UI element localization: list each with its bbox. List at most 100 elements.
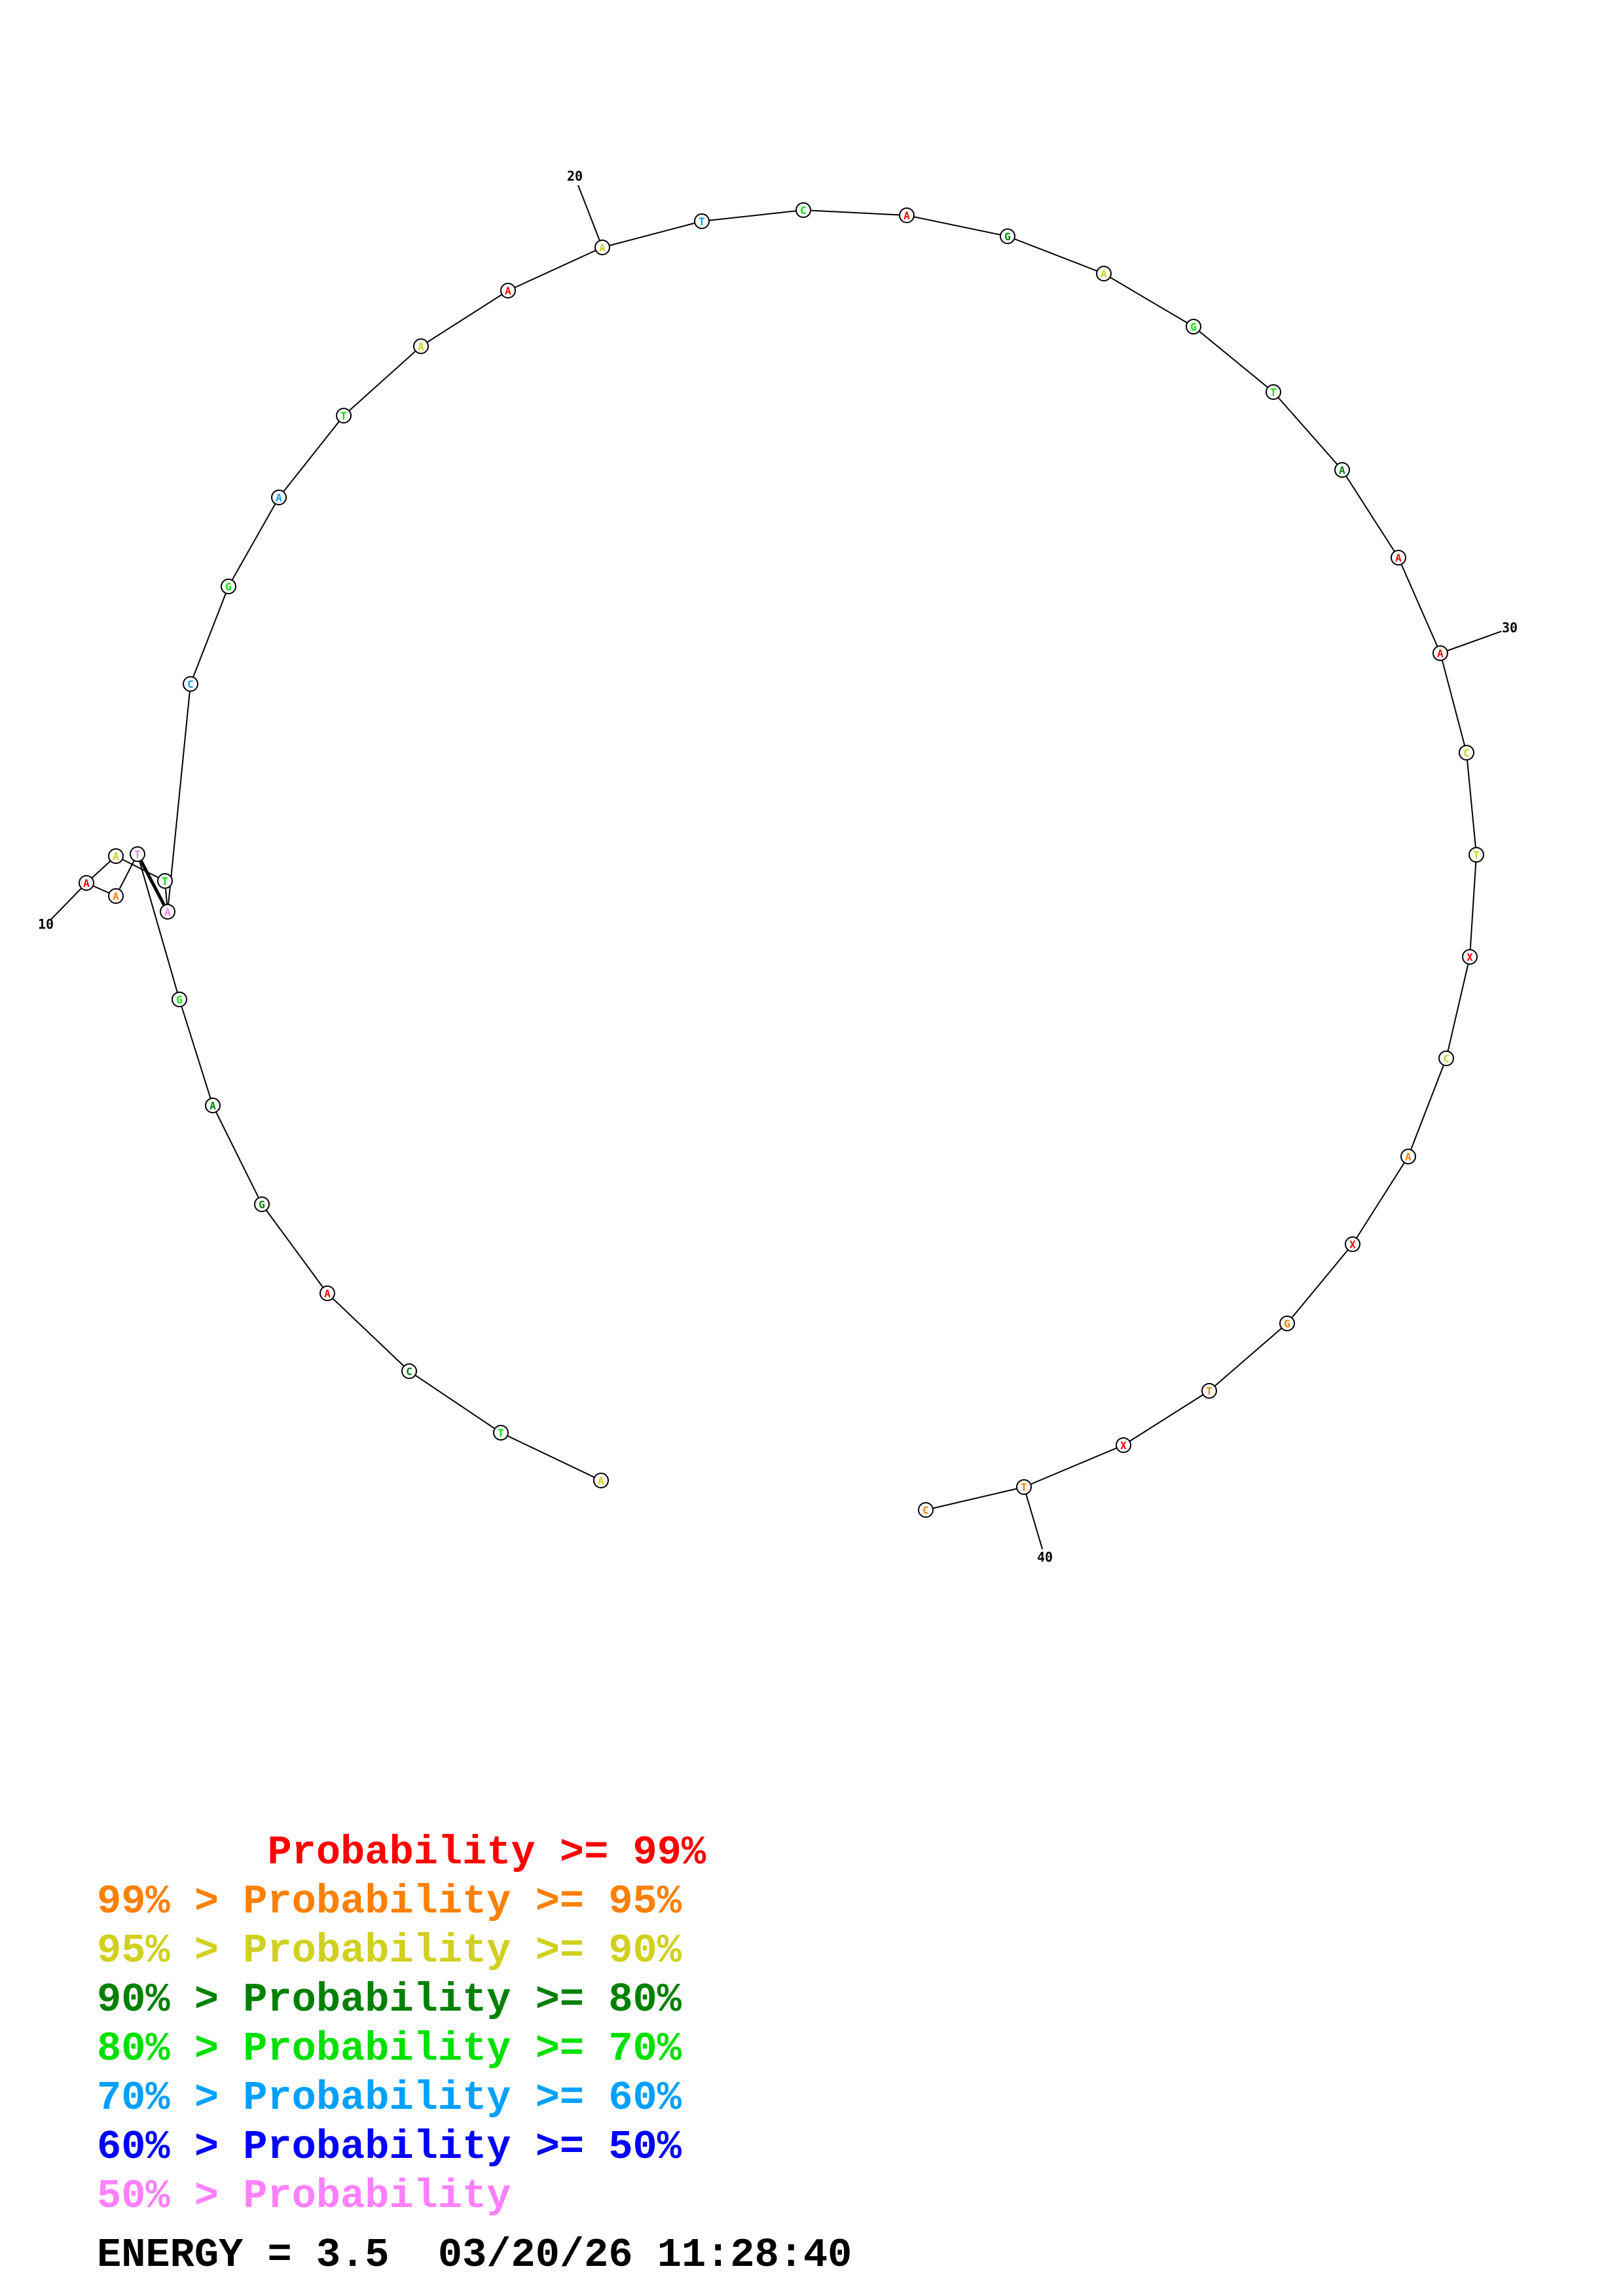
- nucleotide-circle-3: [401, 1363, 417, 1379]
- nucleotide-base-26: G: [1190, 321, 1197, 333]
- nucleotide-circle-19: [500, 283, 516, 298]
- nucleotide-13: A: [160, 904, 175, 920]
- nucleotide-26: G: [1186, 319, 1201, 334]
- nucleotide-12: T: [157, 873, 173, 889]
- backbone-link-29-30: [1398, 557, 1441, 654]
- legend-line-5: 80% > Probability >= 70%: [97, 2026, 682, 2072]
- nucleotide-6: A: [205, 1098, 221, 1113]
- backbone-link-27-28: [1273, 391, 1343, 471]
- nucleotide-base-24: G: [1004, 230, 1011, 243]
- backbone-link-17-18: [343, 346, 422, 416]
- nucleotide-circle-7: [172, 992, 187, 1007]
- backbone-link-13-14: [167, 683, 191, 912]
- nucleotide-35: A: [1400, 1149, 1416, 1164]
- base-pair-8-13: [136, 853, 170, 913]
- nucleotide-29: A: [1391, 550, 1406, 565]
- nucleotide-circle-17: [336, 408, 352, 423]
- backbone-link-39-40: [1023, 1444, 1124, 1488]
- backbone-link-5-6: [212, 1105, 263, 1205]
- nucleotide-circle-13: [160, 904, 175, 920]
- nucleotide-base-25: A: [1101, 268, 1107, 280]
- nucleotide-circle-23: [899, 207, 915, 223]
- nucleotide-circle-34: [1438, 1050, 1454, 1066]
- base-pairs: [136, 853, 170, 913]
- backbone-link-7-8: [137, 853, 180, 1000]
- nucleotide-base-5: G: [259, 1198, 265, 1211]
- nucleotide-base-37: G: [1284, 1318, 1290, 1330]
- tick-line-40: [1023, 1486, 1044, 1550]
- legend-line-1: Probability >= 99%: [97, 1829, 706, 1876]
- tick-label-40: 40: [1037, 1549, 1053, 1565]
- backbone-link-21-22: [701, 209, 804, 222]
- nucleotide-base-1: A: [598, 1475, 604, 1487]
- nucleotide-base-12: T: [162, 875, 168, 888]
- rna-structure-diagram: 10 20 30 40 A T C A G A G T A A A T A C G A T A A A T C A G A G T A A A C…: [38, 168, 1518, 1565]
- backbone-link-22-23: [803, 209, 907, 216]
- backbone-link-37-38: [1209, 1323, 1288, 1391]
- nucleotide-circle-12: [157, 873, 173, 889]
- nucleotide-23: A: [899, 207, 915, 223]
- backbone-link-30-31: [1440, 653, 1467, 753]
- nucleotide-base-29: A: [1395, 552, 1402, 564]
- backbone-link-40-41: [925, 1486, 1025, 1511]
- nucleotide-circle-8: [130, 846, 145, 862]
- legend-line-4: 90% > Probability >= 80%: [97, 1977, 682, 2023]
- nucleotide-base-19: A: [505, 285, 511, 297]
- nucleotide-9: A: [108, 888, 124, 904]
- backbone-link-28-29: [1341, 469, 1399, 558]
- backbone-link-8-9: [115, 853, 138, 897]
- nucleotide-37: G: [1279, 1316, 1295, 1331]
- nucleotide-circle-21: [694, 213, 710, 229]
- nucleotide-circle-15: [221, 579, 236, 594]
- nucleotide-circle-37: [1279, 1316, 1295, 1331]
- legend-line-8: 50% > Probability: [97, 2173, 511, 2219]
- nucleotide-10: A: [79, 875, 94, 891]
- nucleotide-circle-9: [108, 888, 124, 904]
- nucleotide-base-32: T: [1473, 849, 1480, 861]
- nucleotide-15: G: [221, 579, 236, 594]
- nucleotide-base-28: A: [1339, 464, 1345, 476]
- backbone-link-33-34: [1446, 956, 1470, 1059]
- nucleotide-circle-20: [594, 240, 610, 255]
- nucleotide-base-9: A: [113, 890, 119, 903]
- tick-line-20: [577, 185, 603, 248]
- nucleotide-circle-16: [271, 490, 287, 505]
- nucleotide-circle-11: [108, 848, 124, 864]
- nucleotide-circle-4: [319, 1285, 335, 1301]
- nucleotide-circle-30: [1432, 645, 1448, 661]
- nucleotide-4: A: [319, 1285, 335, 1301]
- nucleotide-19: A: [500, 283, 516, 298]
- nucleotide-circle-38: [1201, 1383, 1217, 1399]
- nucleotide-40: T: [1016, 1479, 1032, 1495]
- backbone-link-16-17: [278, 415, 344, 498]
- backbone-link-26-27: [1193, 326, 1274, 393]
- nucleotide-8: T: [130, 846, 145, 862]
- nucleotide-circle-39: [1116, 1437, 1131, 1453]
- backbone-link-32-33: [1469, 854, 1477, 958]
- nucleotide-1: A: [593, 1473, 609, 1488]
- nucleotide-base-39: X: [1120, 1439, 1127, 1452]
- energy-footer: ENERGY = 3.5 03/20/26 11:28:40: [97, 2232, 852, 2278]
- backbone-link-15-16: [228, 497, 280, 587]
- legend-line-2: 99% > Probability >= 95%: [97, 1878, 682, 1925]
- legend-line-7: 60% > Probability >= 50%: [97, 2124, 682, 2170]
- nucleotide-34: C: [1438, 1050, 1454, 1066]
- nucleotide-circle-33: [1462, 949, 1478, 965]
- nucleotide-base-31: C: [1463, 747, 1470, 759]
- nucleotide-circle-26: [1186, 319, 1201, 334]
- tick-marks: 10 20 30 40: [38, 168, 1518, 1565]
- nucleotide-base-18: A: [418, 340, 424, 353]
- nucleotide-circle-22: [795, 202, 811, 218]
- backbone-link-11-12: [115, 855, 166, 882]
- backbone-link-23-24: [906, 215, 1008, 237]
- tick-line-30: [1440, 630, 1502, 654]
- nucleotide-circle-5: [254, 1196, 270, 1212]
- nucleotide-base-27: T: [1270, 386, 1277, 399]
- nucleotide-base-6: A: [210, 1100, 216, 1112]
- nucleotide-base-2: T: [498, 1427, 504, 1439]
- nucleotide-25: A: [1096, 266, 1112, 281]
- nucleotide-base-16: A: [276, 492, 282, 504]
- backbone-link-38-39: [1123, 1390, 1210, 1446]
- nucleotide-base-8: T: [134, 848, 141, 861]
- nucleotide-circle-29: [1391, 550, 1406, 565]
